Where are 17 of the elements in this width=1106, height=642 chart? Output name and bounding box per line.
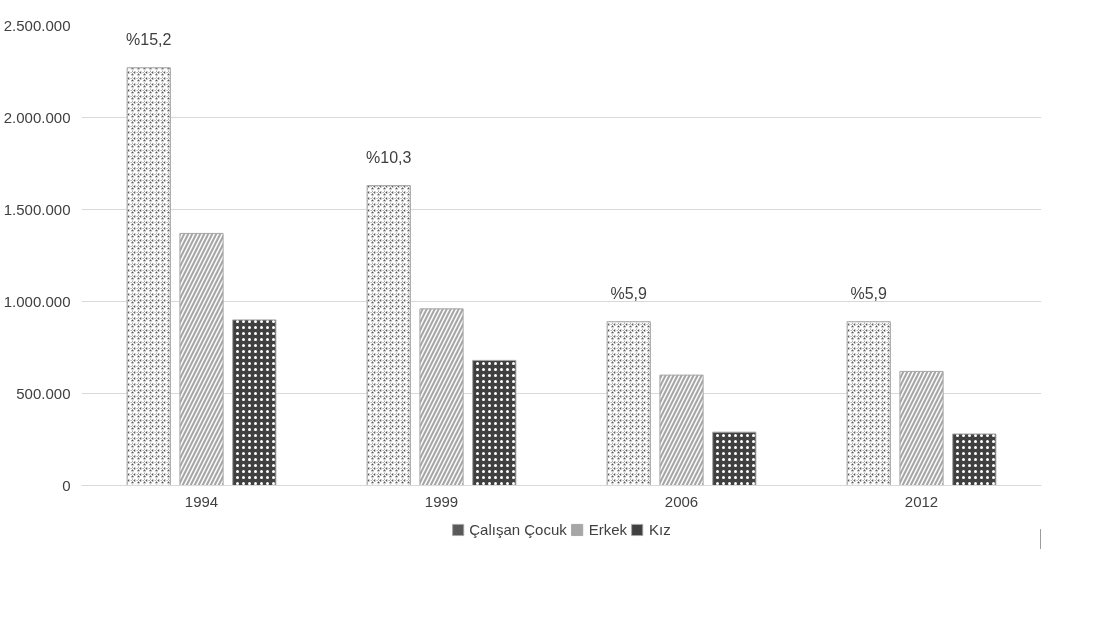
legend-label: Çalışan Çocuk (469, 520, 567, 538)
legend-label: Kız (649, 520, 671, 538)
y-tick-label: 1.500.000 (3, 200, 71, 218)
annotation: %10,3 (366, 148, 412, 166)
y-tick-label: 0 (62, 476, 71, 494)
annotation: %15,2 (126, 30, 172, 48)
annotation: %5,9 (610, 284, 648, 302)
y-tick-label: 2.000.000 (3, 108, 71, 126)
y-tick-label: 2.500.000 (3, 16, 71, 34)
annotation: %5,9 (850, 284, 888, 302)
y-tick-label: 1.000.000 (3, 292, 71, 310)
x-tick-label: 1999 (424, 492, 459, 510)
x-tick-label: 2006 (664, 492, 699, 510)
y-tick-label: 500.000 (16, 384, 71, 402)
x-tick-label: 1994 (184, 492, 219, 510)
x-tick-label: 2012 (904, 492, 939, 510)
legend-label: Erkek (588, 520, 628, 538)
